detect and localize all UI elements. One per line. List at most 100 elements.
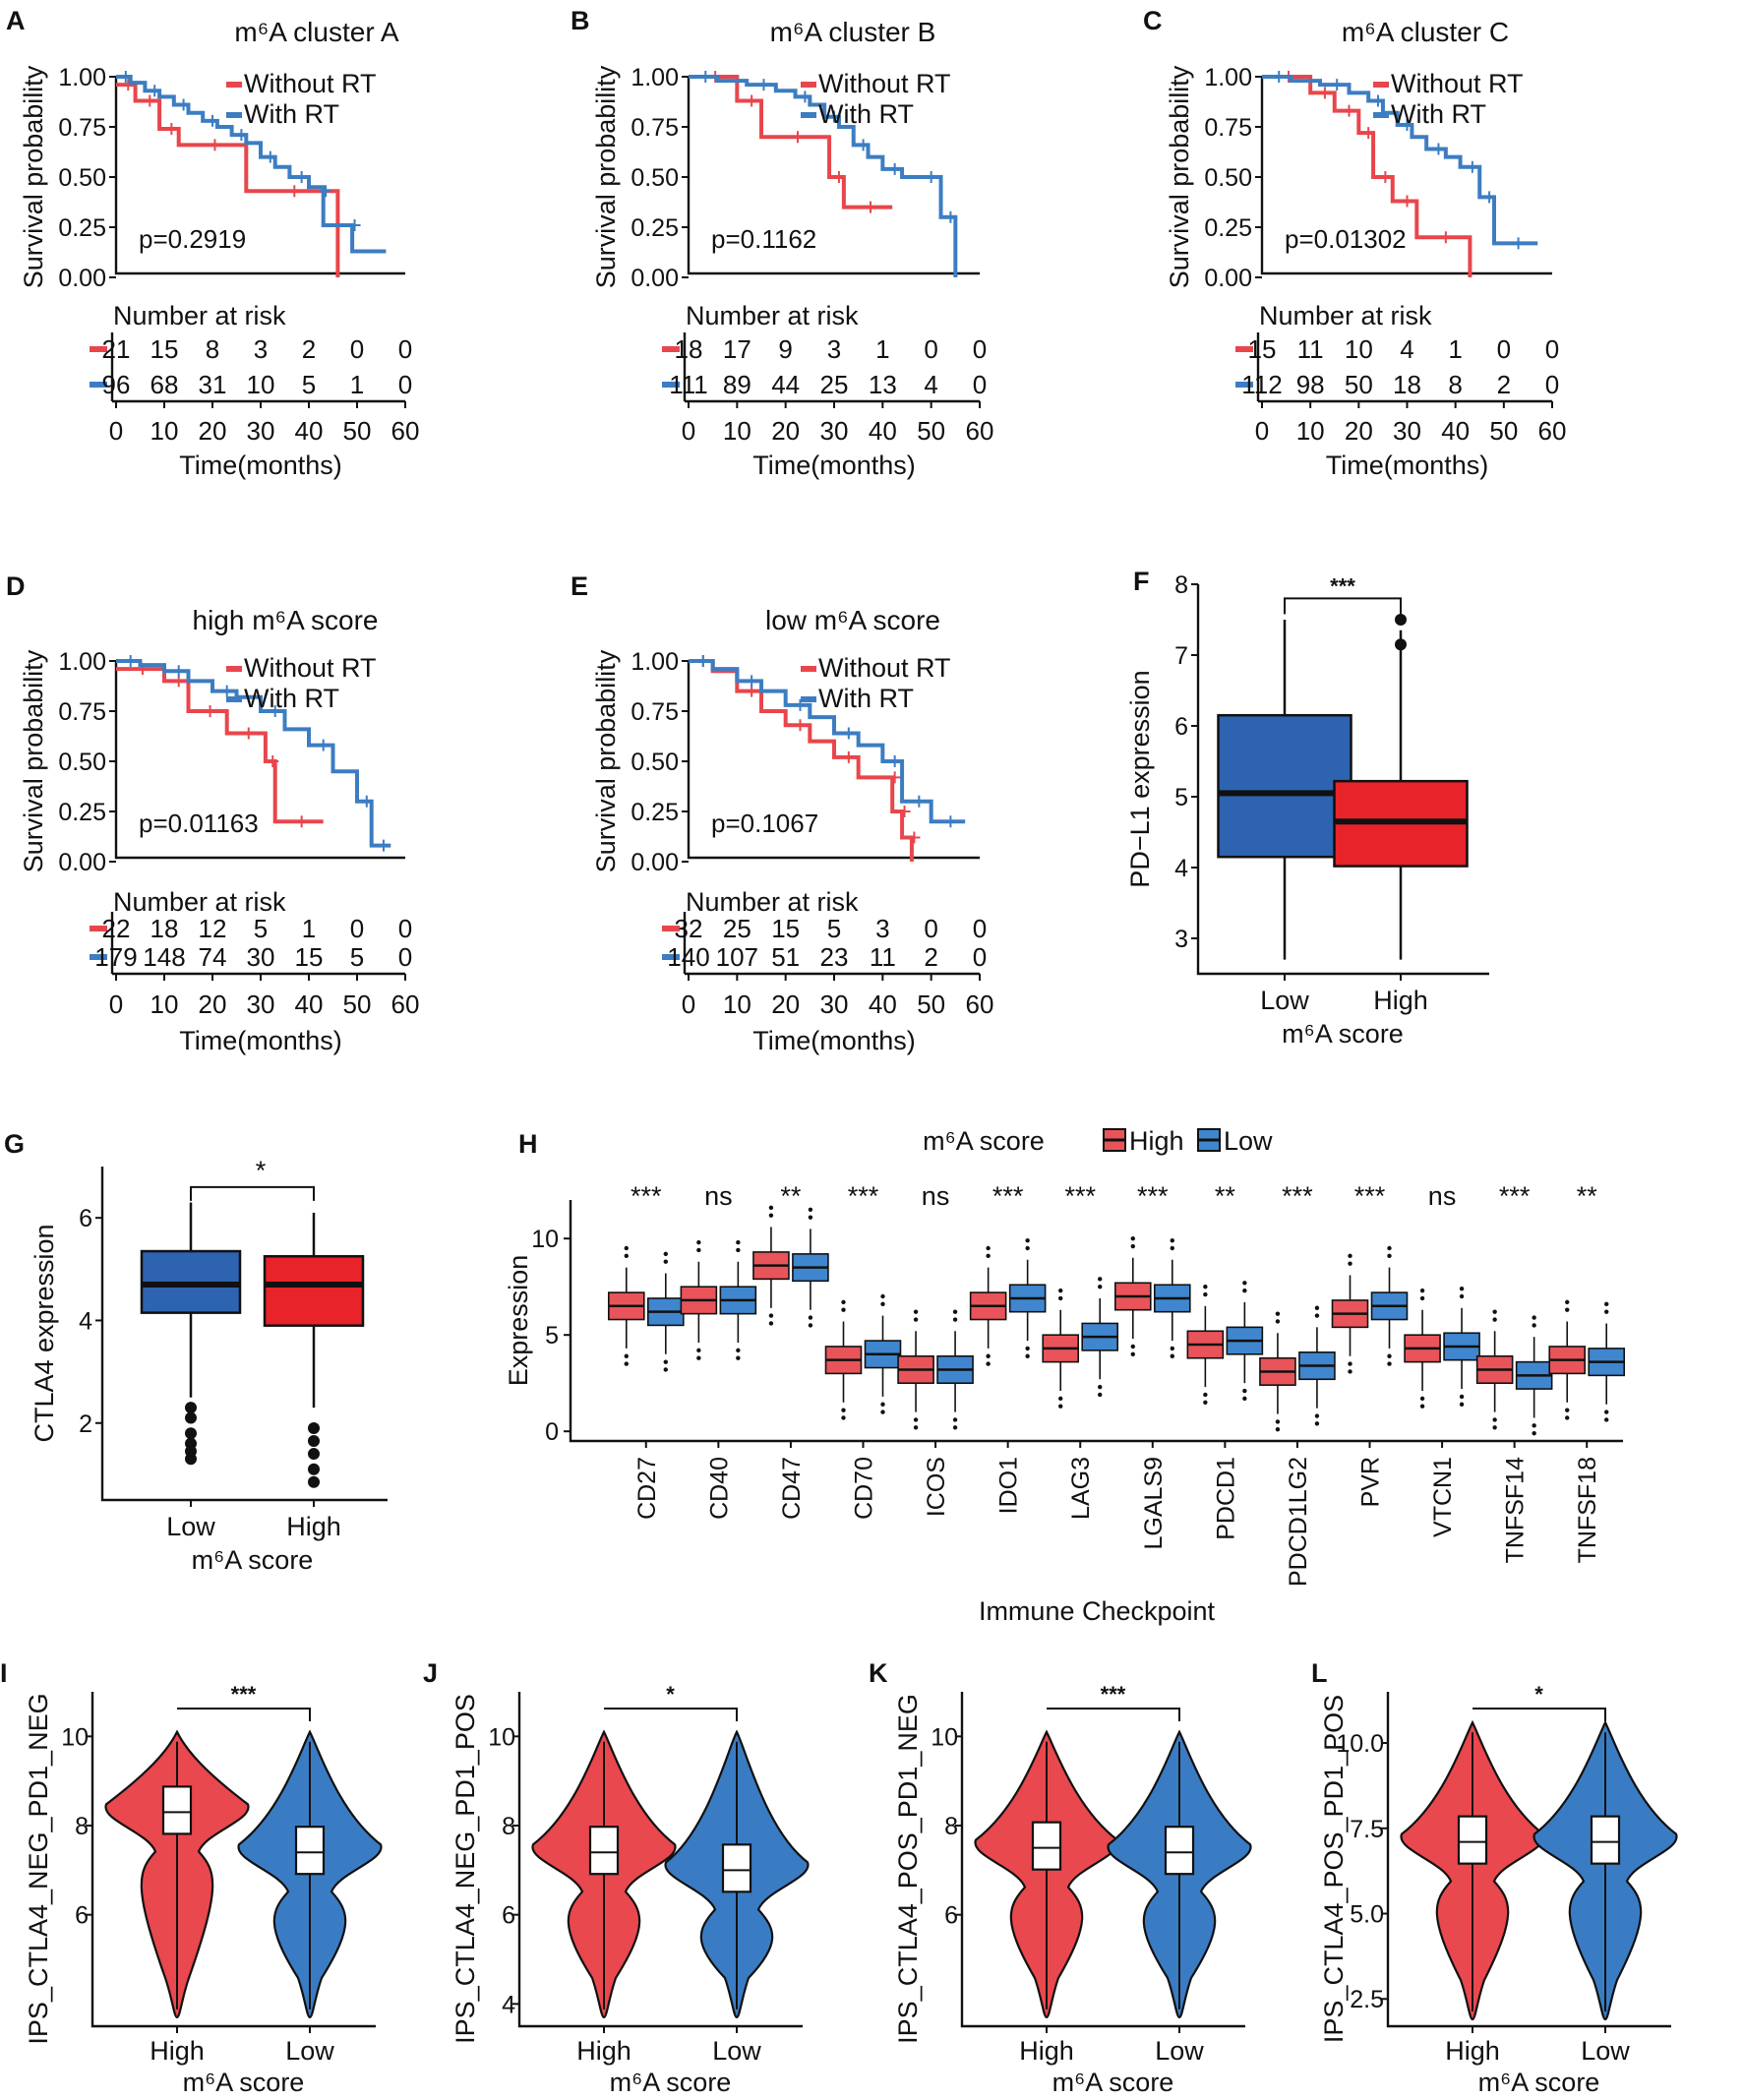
outlier-point [1170, 1353, 1174, 1358]
x-tick-label: High [1445, 2036, 1500, 2066]
outlier-point [1203, 1392, 1208, 1398]
significance-label: *** [1282, 1181, 1313, 1211]
risk-count: 44 [771, 370, 800, 399]
y-tick-label: 5 [1174, 784, 1188, 811]
outlier-point [1025, 1353, 1030, 1358]
censor-mark [1318, 87, 1331, 99]
outlier-point [1170, 1346, 1174, 1351]
y-tick-label: 8 [944, 1813, 958, 1840]
outlier-point [1492, 1309, 1497, 1314]
y-tick-label: 6 [502, 1902, 515, 1930]
censor-mark [1379, 171, 1392, 183]
y-axis-label: IPS_CTLA4_POS_PD1_NEG [893, 1694, 923, 2044]
outlier-point [1387, 1361, 1392, 1366]
panel-letter-l: L [1311, 1658, 1328, 1688]
x-tick-label: 60 [1538, 416, 1567, 446]
censor-mark [925, 171, 937, 183]
y-tick-label: 10 [488, 1723, 515, 1751]
outlier-point [1170, 1245, 1174, 1251]
risk-count: 179 [94, 942, 137, 972]
y-tick-label: 0.25 [631, 214, 679, 242]
legend-label: With RT [818, 684, 914, 713]
outlier-point [1604, 1301, 1609, 1307]
y-tick-label: 5.0 [1350, 1901, 1384, 1929]
outlier-point [1275, 1427, 1281, 1432]
y-tick-label: 4 [502, 1991, 515, 2018]
x-axis-label: m⁶A score [1282, 1019, 1404, 1049]
significance-label: ** [1577, 1181, 1598, 1211]
risk-count: 8 [206, 334, 219, 364]
y-tick-label: 3 [1174, 926, 1188, 953]
outlier-point [1532, 1323, 1536, 1328]
censor-mark [1401, 118, 1413, 131]
x-tick-label: 50 [917, 416, 945, 446]
outlier-point [1242, 1388, 1247, 1394]
x-tick-label: CD70 [851, 1457, 878, 1520]
y-axis-label: Survival probability [1165, 65, 1194, 288]
risk-count: 148 [143, 942, 185, 972]
censor-mark [242, 727, 255, 740]
x-tick-label: 0 [682, 990, 695, 1019]
outlier-point [1203, 1400, 1208, 1406]
censor-mark [696, 655, 709, 667]
outlier-point [768, 1313, 774, 1318]
risk-count: 68 [150, 370, 179, 399]
risk-count: 2 [302, 334, 316, 364]
censor-mark [888, 162, 901, 175]
significance-label: ** [780, 1181, 802, 1211]
outlier-point [1098, 1392, 1103, 1398]
y-tick-label: 7.5 [1350, 1816, 1384, 1843]
outlier-point [1532, 1423, 1536, 1428]
outlier-point [808, 1315, 813, 1320]
legend-label: Without RT [244, 653, 377, 683]
significance-bracket [604, 1708, 738, 1721]
y-tick-label: 2.5 [1350, 1986, 1384, 2013]
censor-mark [204, 705, 216, 717]
significance-label: *** [848, 1181, 879, 1211]
legend-label: With RT [818, 99, 914, 129]
outlier-point [1058, 1404, 1063, 1409]
censor-mark [207, 114, 218, 127]
p-value: p=0.01163 [139, 809, 259, 838]
y-tick-label: 6 [1174, 713, 1188, 741]
risk-count: 11 [870, 942, 896, 972]
outlier-point [1130, 1351, 1135, 1357]
outlier-point [696, 1247, 701, 1253]
significance-label: ns [922, 1181, 950, 1211]
risk-count: 0 [350, 334, 364, 364]
outlier-point [663, 1259, 668, 1264]
significance-bracket [1284, 597, 1402, 615]
outlier-point [185, 1411, 197, 1424]
risk-count: 5 [302, 370, 316, 399]
x-tick-label: High [150, 2036, 205, 2066]
y-tick-label: 1.00 [631, 648, 679, 676]
risk-table-title: Number at risk [686, 887, 859, 917]
risk-count: 1 [875, 334, 889, 364]
outlier-point [913, 1425, 919, 1430]
inner-box [1031, 1821, 1062, 1871]
panel-letter-d: D [6, 571, 26, 601]
outlier-point [1242, 1281, 1247, 1286]
x-tick-label: TNFSF18 [1574, 1457, 1601, 1563]
outlier-point [1348, 1253, 1352, 1259]
outlier-point [1395, 614, 1407, 626]
x-tick-label: 20 [199, 416, 227, 446]
outlier-point [1387, 1353, 1392, 1358]
outlier-point [1203, 1291, 1208, 1297]
outlier-point [841, 1415, 846, 1420]
censor-mark [832, 171, 845, 183]
survival-curve-without-rt [116, 83, 340, 277]
significance-label: *** [1499, 1181, 1531, 1211]
risk-count: 0 [398, 334, 412, 364]
censor-mark [842, 727, 855, 740]
legend-label: High [1129, 1126, 1184, 1156]
y-tick-label: 6 [79, 1205, 92, 1232]
outlier-point [1275, 1419, 1281, 1424]
y-tick-label: 0.75 [631, 698, 679, 726]
outlier-point [1130, 1344, 1135, 1350]
outlier-point [1348, 1361, 1352, 1366]
censor-mark [1343, 104, 1355, 117]
outlier-point [1604, 1417, 1609, 1422]
y-tick-label: 8 [1174, 571, 1188, 599]
censor-mark [165, 123, 178, 136]
